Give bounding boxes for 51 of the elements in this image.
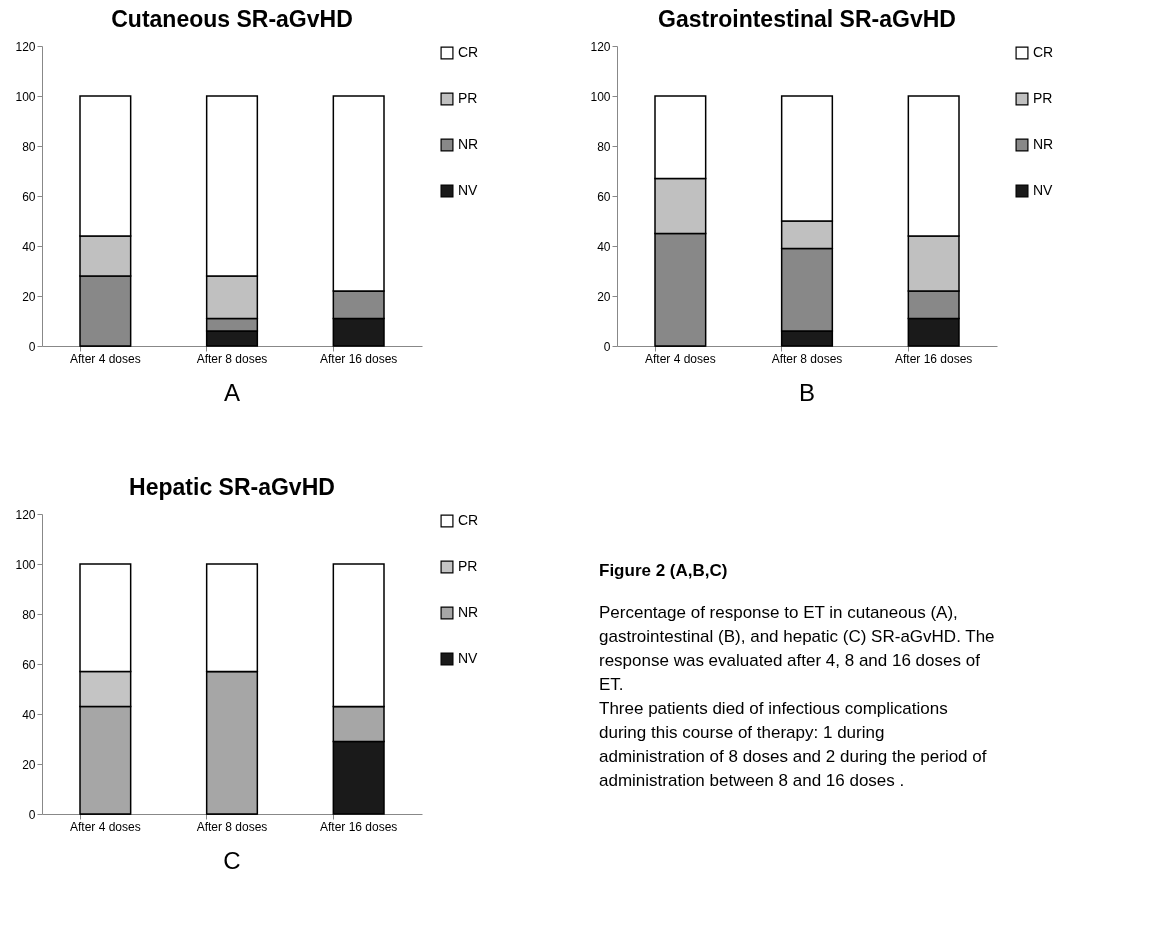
x-tick-label: After 8 doses xyxy=(196,819,268,834)
legend-label: NV xyxy=(458,182,479,198)
text: Figure 2 (A,B,C) xyxy=(599,561,728,580)
legend-label: CR xyxy=(458,512,479,528)
y-tick-label: 80 xyxy=(22,139,36,154)
legend-label: NR xyxy=(458,604,479,620)
y-tick-label: 0 xyxy=(28,807,36,822)
y-tick-label: 80 xyxy=(597,139,611,154)
y-tick-label: 120 xyxy=(15,39,36,54)
y-tick-label: 40 xyxy=(597,239,611,254)
x-tick-label: After 4 doses xyxy=(644,351,716,366)
y-tick-label: 60 xyxy=(22,189,36,204)
y-tick-label: 20 xyxy=(22,757,36,772)
legend-label: NV xyxy=(1033,182,1054,198)
x-tick-label: After 16 doses xyxy=(894,351,973,366)
x-tick-label: After 16 doses xyxy=(319,351,398,366)
legend-label: NV xyxy=(458,650,479,666)
y-tick-label: 120 xyxy=(15,507,36,522)
y-tick-label: 120 xyxy=(590,39,611,54)
legend-label: CR xyxy=(458,44,479,60)
y-tick-label: 100 xyxy=(590,89,611,104)
x-tick-label: After 4 doses xyxy=(69,819,141,834)
legend-label: CR xyxy=(1033,44,1054,60)
x-tick-label: After 8 doses xyxy=(771,351,843,366)
x-tick-label: After 4 doses xyxy=(69,351,141,366)
legend-label: PR xyxy=(1033,90,1053,106)
y-tick-label: 40 xyxy=(22,707,36,722)
y-tick-label: 0 xyxy=(603,339,611,354)
text: Percentage of response to ET in cutaneous (A), gastrointestinal (B), and hepatic (C) SR-aGvHD. The response was evaluated after 4, 8 and 16 doses of ET. xyxy=(599,603,995,694)
legend-label: NR xyxy=(458,136,479,152)
text: B xyxy=(798,379,816,406)
y-tick-label: 80 xyxy=(22,607,36,622)
text: Three patients died of infectious complications during this course of therapy: 1 during administration of 8 doses and 2 during the period of administration between 8 and 16 doses . xyxy=(599,699,987,790)
chart-title: Cutaneous SR-aGvHD xyxy=(111,6,353,32)
y-tick-label: 40 xyxy=(22,239,36,254)
x-tick-label: After 16 doses xyxy=(319,819,398,834)
legend-label: NR xyxy=(1033,136,1054,152)
y-tick-label: 20 xyxy=(597,289,611,304)
y-tick-label: 100 xyxy=(15,557,36,572)
chart-title: Gastrointestinal SR-aGvHD xyxy=(658,6,956,32)
legend-label: PR xyxy=(458,558,478,574)
y-tick-label: 20 xyxy=(22,289,36,304)
x-tick-label: After 8 doses xyxy=(196,351,268,366)
y-tick-label: 60 xyxy=(22,657,36,672)
y-tick-label: 60 xyxy=(597,189,611,204)
text: C xyxy=(223,847,241,874)
y-tick-label: 0 xyxy=(28,339,36,354)
chart-title: Hepatic SR-aGvHD xyxy=(129,474,335,500)
legend-label: PR xyxy=(458,90,478,106)
text: A xyxy=(223,379,241,406)
y-tick-label: 100 xyxy=(15,89,36,104)
